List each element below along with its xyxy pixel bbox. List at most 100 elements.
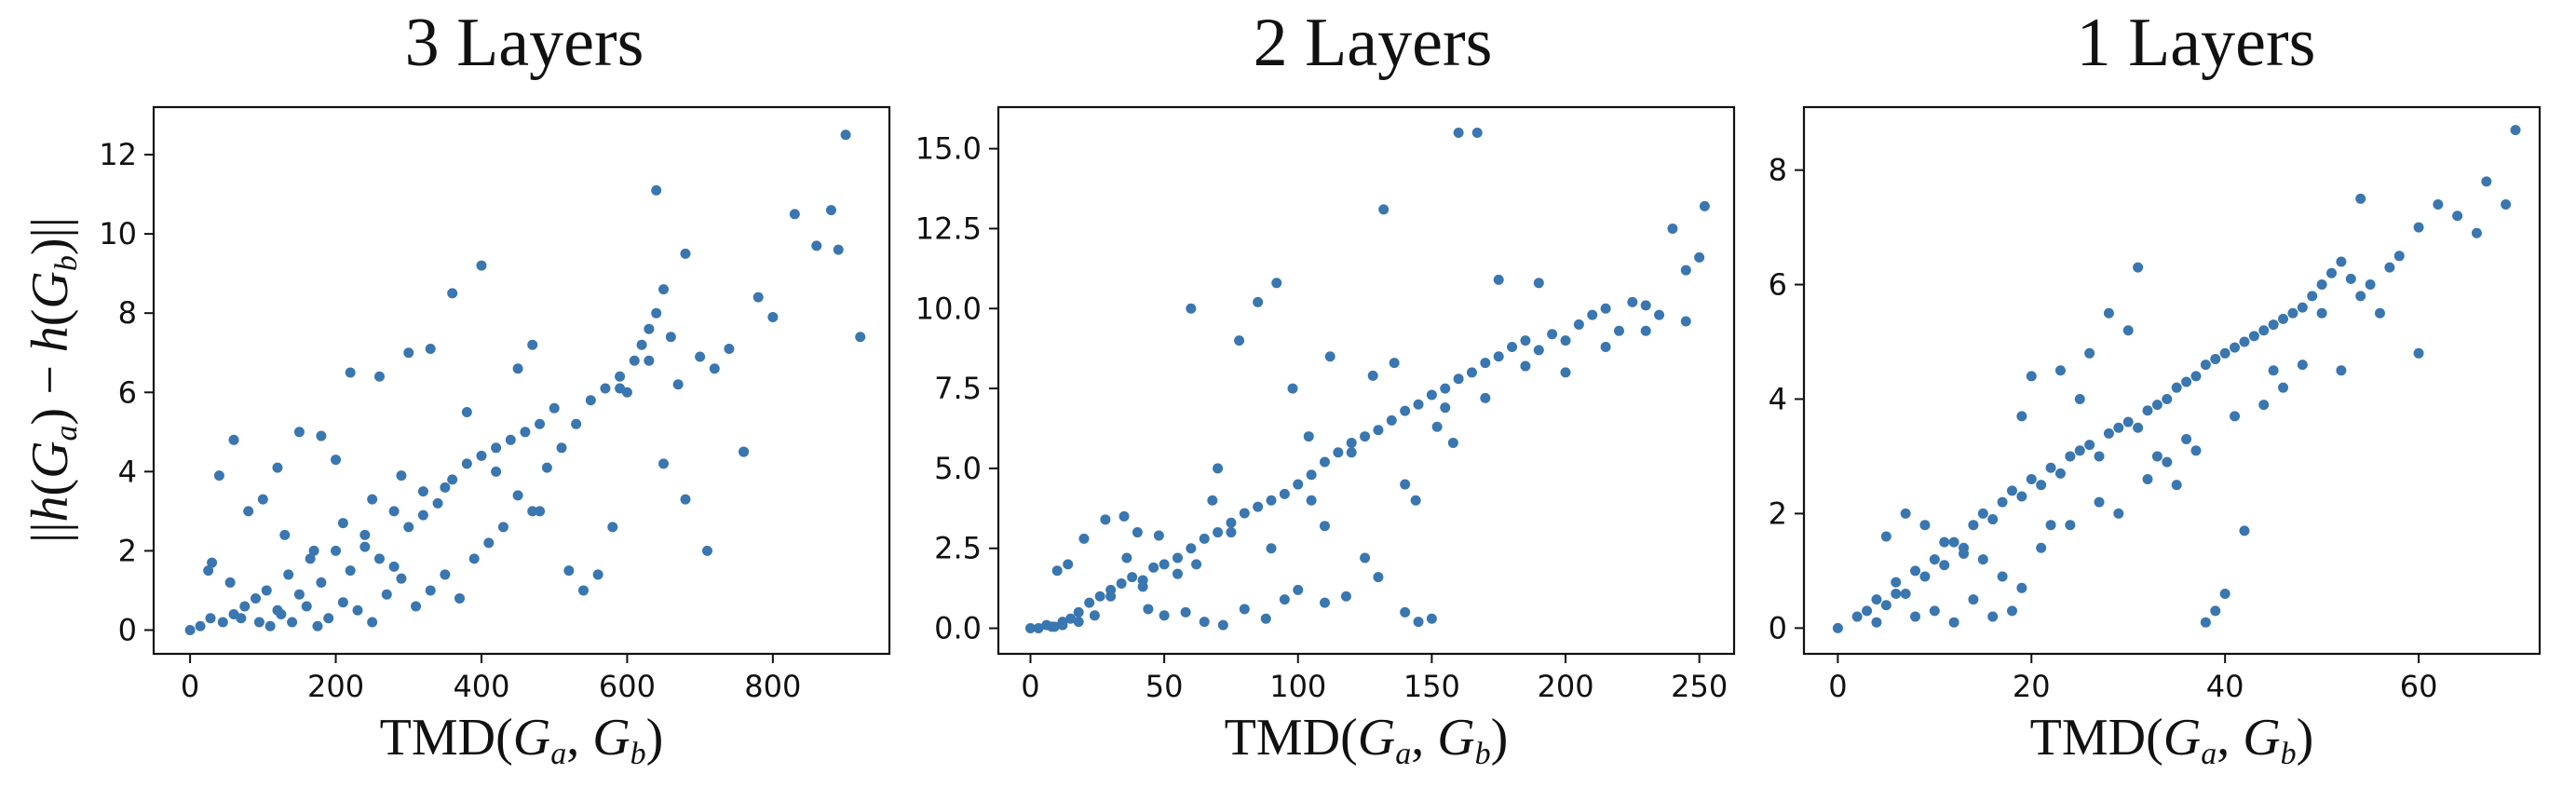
scatter-point xyxy=(203,565,214,577)
scatter-point xyxy=(1306,469,1317,481)
y-tick-label: 4 xyxy=(118,454,137,489)
scatter-point xyxy=(2036,542,2047,553)
scatter-point xyxy=(2122,325,2134,336)
scatter-point xyxy=(1143,604,1154,615)
ticks-3-layers: 0 200 400 600 800 0 2 4 6 8 10 12 xyxy=(99,137,801,704)
scatter-point xyxy=(1466,367,1477,378)
scatter-point xyxy=(2278,382,2289,393)
scatter-point xyxy=(1977,508,1988,519)
scatter-point xyxy=(1324,351,1335,362)
scatter-point xyxy=(373,553,385,564)
scatter-point xyxy=(2278,313,2289,324)
scatter-point xyxy=(1084,597,1095,608)
scatter-point xyxy=(1507,341,1518,352)
scatter-point xyxy=(2219,347,2230,359)
scatter-point xyxy=(615,383,626,394)
scatter-point xyxy=(1333,447,1344,458)
scatter-point xyxy=(512,490,523,501)
scatter-point xyxy=(1948,617,1959,628)
scatter-point xyxy=(411,601,422,612)
scatter-point xyxy=(403,522,414,533)
scatter-point xyxy=(1948,536,1959,548)
x-tick-label: 0 xyxy=(181,669,199,704)
scatter-point xyxy=(1413,617,1424,628)
scatter-point xyxy=(592,569,603,580)
scatter-point xyxy=(1480,358,1491,369)
scatter-point xyxy=(2065,451,2076,462)
x-axis-label-1-layers: TMD(Ga, Gb) xyxy=(2030,709,2314,771)
scatter-point xyxy=(440,569,451,580)
x-tick-label: 20 xyxy=(2013,669,2051,704)
scatter-point xyxy=(2287,307,2298,319)
scatter-point xyxy=(1400,606,1411,618)
scatter-point xyxy=(701,545,712,556)
y-tick-label: 15.0 xyxy=(915,131,982,167)
scatter-point xyxy=(1199,533,1210,544)
scatter-point xyxy=(272,462,283,473)
scatter-point xyxy=(2113,508,2124,519)
scatter-point xyxy=(359,541,371,552)
scatter-point xyxy=(1667,223,1678,234)
scatter-point xyxy=(512,363,523,374)
scatter-point xyxy=(1613,325,1624,336)
scatter-point xyxy=(1640,325,1651,336)
scatter-point xyxy=(1148,562,1159,573)
scatter-point xyxy=(1271,278,1282,289)
scatter-point xyxy=(440,482,451,493)
scatter-point xyxy=(2393,251,2405,262)
scatter-point xyxy=(1186,543,1197,554)
x-tick-label: 100 xyxy=(1269,669,1326,704)
scatter-point xyxy=(2094,451,2105,462)
scatter-point xyxy=(1431,421,1443,432)
scatter-point xyxy=(1253,501,1264,512)
scatter-point xyxy=(2054,365,2066,376)
scatter-point xyxy=(1891,588,1902,599)
scatter-point xyxy=(367,617,378,628)
scatter-point xyxy=(228,434,239,445)
scatter-point xyxy=(2084,440,2095,451)
y-tick-label: 0.0 xyxy=(934,611,982,646)
scatter-point xyxy=(2501,198,2512,210)
scatter-point xyxy=(2133,422,2144,433)
scatter-point xyxy=(1137,581,1148,592)
x-tick-label: 200 xyxy=(1537,669,1593,704)
scatter-point xyxy=(665,332,676,343)
scatter-point xyxy=(396,470,407,482)
scatter-point xyxy=(345,565,356,577)
scatter-point xyxy=(1400,405,1411,416)
scatter-point xyxy=(1520,335,1531,346)
x-tick-label: 40 xyxy=(2206,669,2244,704)
scatter-point xyxy=(2113,422,2124,433)
scatter-point xyxy=(1453,127,1464,138)
scatter-point xyxy=(2045,520,2056,531)
scatter-point xyxy=(253,617,264,628)
scatter-point xyxy=(1560,367,1571,378)
scatter-point xyxy=(2190,371,2202,382)
scatter-point xyxy=(1640,300,1651,311)
panel-title-2-layers: 2 Layers xyxy=(1254,5,1493,81)
scatter-point xyxy=(1968,594,1979,605)
scatter-point xyxy=(2316,307,2327,319)
scatter-point xyxy=(1929,605,1940,617)
scatter-point xyxy=(1440,383,1451,394)
scatter-point xyxy=(1063,559,1074,570)
scatter-point xyxy=(1627,296,1638,307)
y-tick-label: 0 xyxy=(1769,610,1787,645)
scatter-point xyxy=(2481,176,2492,187)
scatter-point xyxy=(1119,510,1130,522)
scatter-point xyxy=(709,363,720,374)
scatter-point xyxy=(2133,262,2144,273)
scatter-point xyxy=(2006,485,2017,496)
scatter-point xyxy=(2230,342,2241,353)
scatter-point xyxy=(491,466,502,477)
x-tick-label: 0 xyxy=(1021,669,1039,704)
scatter-point xyxy=(432,497,443,509)
scatter-point xyxy=(1319,521,1330,532)
scatter-point xyxy=(1266,495,1277,506)
scatter-point xyxy=(549,402,560,414)
scatter-point xyxy=(1900,508,1911,519)
scatter-point xyxy=(468,553,480,564)
scatter-point xyxy=(352,604,363,616)
scatter-point xyxy=(2006,605,2017,617)
scatter-point xyxy=(483,537,495,549)
